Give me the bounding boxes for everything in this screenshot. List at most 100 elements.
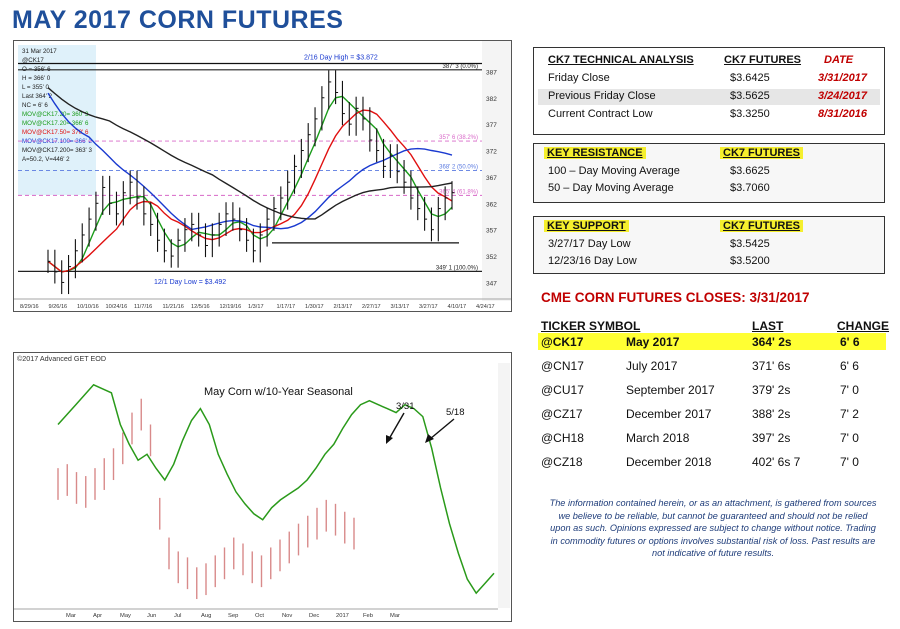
x-tick-label: 4/24/17 — [476, 304, 495, 310]
fib-level-label: 365' 4 (61.8%) — [439, 189, 478, 195]
x-tick-label: Sep — [228, 613, 238, 619]
closes-contract: May 2017 — [626, 335, 680, 349]
y-axis-bg — [482, 41, 511, 301]
support-row-label: 3/27/17 Day Low — [548, 238, 631, 250]
resistance-header: KEY RESISTANCE — [544, 147, 646, 159]
arrow-5-18 — [429, 418, 455, 440]
x-tick-label: 4/10/17 — [448, 304, 467, 310]
x-tick-label: Jun — [147, 613, 156, 619]
fib-level-label: 349' 1 (100.0%) — [436, 265, 478, 271]
closes-col-ticker: TICKER SYMBOL — [541, 319, 641, 333]
ta-row-value: $3.6425 — [730, 72, 770, 84]
x-tick-label: Mar — [66, 613, 76, 619]
x-tick-label: 1/17/17 — [277, 304, 296, 310]
resistance-row-label: 100 – Day Moving Average — [548, 165, 680, 177]
legend-entry: MOV@CK17.20= 360' 3 — [22, 111, 89, 118]
legend-entry: MOV@CK17.100= 366' 2 — [22, 138, 92, 145]
legend-entry: 31 Mar 2017 — [22, 48, 57, 55]
x-tick-label: 3/13/17 — [391, 304, 410, 310]
y-tick-label: 377 — [486, 122, 497, 129]
annotation-3-31: 3/31 — [396, 401, 415, 412]
ta-row-label: Friday Close — [548, 72, 610, 84]
resistance-row-value: $3.7060 — [730, 182, 770, 194]
legend-entry: H = 366' 0 — [22, 75, 51, 82]
closes-change: 6' 6 — [840, 359, 859, 373]
resistance-row-label: 50 – Day Moving Average — [548, 182, 674, 194]
support-row-value: $3.5425 — [730, 238, 770, 250]
support-row-value: $3.5200 — [730, 255, 770, 267]
y-axis-bg — [498, 363, 510, 608]
x-tick-label: 11/7/16 — [134, 304, 152, 310]
support-header: KEY SUPPORT — [544, 220, 629, 232]
closes-last: 388' 2s — [752, 407, 791, 421]
y-tick-label: 372 — [486, 149, 497, 156]
x-tick-label: Feb — [363, 613, 373, 619]
x-tick-label: 1/3/17 — [248, 304, 264, 310]
x-tick-label: 12/19/16 — [220, 304, 242, 310]
y-tick-label: 347 — [486, 280, 497, 287]
arrow-3-31 — [388, 412, 405, 440]
closes-change: 7' 0 — [840, 431, 859, 445]
x-tick-label: May — [120, 613, 131, 619]
y-tick-label: 352 — [486, 254, 497, 261]
x-tick-label: 9/26/16 — [49, 304, 68, 310]
y-tick-label: 382 — [486, 96, 497, 103]
row-shade — [538, 89, 880, 105]
fib-level-label: 387' 3 (0.0%) — [443, 64, 479, 70]
closes-col-change: CHANGE — [837, 319, 890, 333]
legend-entry: A=50.2, V=446' 2 — [22, 156, 70, 163]
price-chart-panel: 31 Mar 2017@CK17O = 356' 6H = 366' 0L = … — [13, 40, 512, 312]
closes-ticker: @CZ17 — [541, 407, 583, 421]
y-tick-label: 357 — [486, 228, 497, 235]
legend-entry: L = 355' 0 — [22, 84, 49, 91]
closes-contract: March 2018 — [626, 431, 690, 445]
closes-last: 379' 2s — [752, 383, 791, 397]
x-tick-label: Nov — [282, 613, 292, 619]
seasonal-chart[interactable]: ©2017 Advanced GET EOD May Corn w/10-Year… — [14, 353, 511, 621]
ta-row-date: 3/24/2017 — [818, 90, 867, 102]
resistance-row-value: $3.6625 — [730, 165, 770, 177]
y-tick-label: 367 — [486, 175, 497, 182]
x-tick-label: Apr — [93, 613, 102, 619]
moving-average-line — [47, 109, 453, 273]
x-tick-label: 12/5/16 — [191, 304, 210, 310]
fib-level-label: 368' 2 (50.0%) — [439, 165, 478, 171]
x-tick-label: Mar — [390, 613, 400, 619]
x-tick-label: 2/13/17 — [334, 304, 353, 310]
key-resistance-box: KEY RESISTANCE CK7 FUTURES 100 – Day Mov… — [533, 143, 885, 203]
ta-row-value: $3.5625 — [730, 90, 770, 102]
closes-ticker: @CH18 — [541, 431, 584, 445]
x-tick-label: 8/29/16 — [20, 304, 39, 310]
seasonal-chart-panel: ©2017 Advanced GET EOD May Corn w/10-Year… — [13, 352, 512, 622]
x-tick-label: 10/24/16 — [106, 304, 128, 310]
low-annotation: 12/1 Day Low = $3.492 — [154, 279, 226, 286]
technical-analysis-box: CK7 TECHNICAL ANALYSIS CK7 FUTURES DATE … — [533, 47, 885, 135]
ta-row-label: Previous Friday Close — [548, 90, 656, 102]
closes-change: 6' 6 — [840, 335, 860, 349]
ta-row-label: Current Contract Low — [548, 108, 653, 120]
closes-contract: September 2017 — [626, 383, 715, 397]
closes-contract: July 2017 — [626, 359, 678, 373]
price-chart[interactable]: 31 Mar 2017@CK17O = 356' 6H = 366' 0L = … — [14, 41, 511, 311]
x-tick-label: 2017 — [336, 613, 349, 619]
x-tick-label: 1/30/17 — [305, 304, 324, 310]
ta-row-date: 3/31/2017 — [818, 72, 867, 84]
closes-contract: December 2018 — [626, 455, 712, 469]
x-tick-label: Dec — [309, 613, 319, 619]
closes-last: 364' 2s — [752, 335, 792, 349]
closes-last: 402' 6s 7 — [752, 455, 801, 469]
disclaimer: The information contained herein, or as … — [549, 498, 877, 558]
legend-entry: Last 364' 2 — [22, 93, 53, 100]
moving-average-line — [47, 92, 453, 231]
legend-entry: MOV@CK17.200= 363' 3 — [22, 147, 92, 154]
annotation-5-18: 5/18 — [446, 407, 465, 418]
x-tick-label: Oct — [255, 613, 264, 619]
legend-entry: NC = 6' 6 — [22, 102, 48, 109]
highlight-row — [538, 333, 886, 350]
closes-ticker: @CK17 — [541, 335, 584, 349]
x-tick-label: 11/21/16 — [163, 304, 184, 310]
closes-last: 371' 6s — [752, 359, 791, 373]
arrow-head — [386, 435, 393, 444]
ta-row-value: $3.3250 — [730, 108, 770, 120]
high-annotation: 2/16 Day High = $3.872 — [304, 54, 378, 61]
